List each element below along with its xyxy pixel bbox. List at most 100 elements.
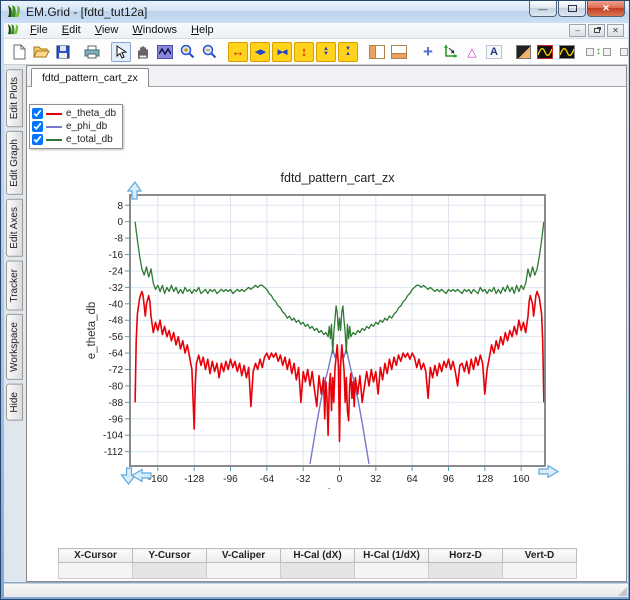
chart-title: fdtd_pattern_cart_zx [281,171,396,185]
legend-checkbox[interactable] [32,134,43,145]
y-tick-label: -48 [109,316,124,327]
horizontal-spacing-control[interactable]: ↔ [620,46,628,57]
sidebar-tab-edit-graph[interactable]: Edit Graph [6,131,23,196]
text-annotation-button[interactable]: A [484,42,504,62]
expand-horizontal-button[interactable]: ↔ [228,41,248,62]
series-e_total_db [134,221,545,354]
mdi-minimize-button[interactable]: – [569,24,586,37]
cursor-value [58,562,133,579]
legend-swatch [46,138,62,141]
menu-view[interactable]: View [94,24,119,36]
vertical-spacing-control[interactable]: ↕ [586,46,611,57]
maximize-button[interactable] [558,1,586,17]
sidebar-tab-edit-plots[interactable]: Edit Plots [6,69,23,128]
fit-vertical-button[interactable]: ▼ ▲ [338,41,358,62]
crosshair-cursor-button[interactable]: + [423,41,433,61]
plot-canvas[interactable]: e_theta_db e_phi_db e_total_db -160 -128-… [27,87,626,581]
y-tick-label: 0 [117,217,123,228]
menu-file[interactable]: File [30,24,48,36]
pan-down-icon[interactable] [120,467,137,485]
plot-frame [129,194,546,467]
sidebar-tab-hide[interactable]: Hide [6,384,23,421]
legend-swatch [46,125,62,128]
y-axis-label: e_theta_db [86,302,98,360]
cursor-value [354,562,429,579]
restore-icon [593,28,600,33]
split-horizontal-button[interactable] [389,42,409,62]
legend-checkbox[interactable] [32,121,43,132]
x-tick-label: -96 [223,474,238,485]
mdi-close-button[interactable]: ✕ [607,24,624,37]
fit-vertical-icon: ▼ ▲ [345,45,351,57]
legend-row: e_phi_db [32,120,116,133]
cursor-header: V-Caliper [206,548,281,563]
fit-horizontal-button[interactable]: ▶◀ [272,41,292,62]
plot-tab-bar: fdtd_pattern_cart_zx [27,66,626,87]
x-tick-label: -32 [296,474,311,485]
plot-tab-active[interactable]: fdtd_pattern_cart_zx [31,68,149,87]
pan-left-icon[interactable] [130,468,152,483]
y-tick-label: -32 [109,283,124,294]
vertical-spacing-checkbox-left[interactable] [586,47,594,56]
caliper-button[interactable]: △ [467,44,477,59]
x-tick-label: 160 [513,474,530,485]
open-file-button[interactable] [31,42,51,62]
y-tick-label: -64 [109,349,124,360]
sidebar-tab-tracker[interactable]: Tracker [6,260,23,311]
y-tick-label: -72 [109,365,124,376]
sidebar: Edit Plots Edit Graph Edit Axes Tracker … [4,67,26,584]
print-button[interactable] [82,42,102,62]
pan-right-icon[interactable] [538,464,560,479]
close-button[interactable]: ✕ [587,1,625,17]
save-button[interactable] [53,42,73,62]
sidebar-tab-edit-axes[interactable]: Edit Axes [6,199,23,257]
new-document-button[interactable] [9,42,29,62]
minimize-button[interactable]: — [529,1,557,17]
axes-tracker-button[interactable] [440,42,460,62]
horizontal-spacing-checkbox-left[interactable] [620,47,628,56]
menu-windows[interactable]: Windows [132,24,178,36]
status-bar [4,583,628,597]
vertical-spacing-checkbox-right[interactable] [603,47,611,56]
cursor-header: Horz-D [428,548,503,563]
active-curve-plot-button[interactable] [535,42,555,62]
legend-checkbox[interactable] [32,108,43,119]
resize-grip-icon[interactable] [618,587,627,596]
curve-plot-icon [559,44,575,59]
y-tick-label: -16 [109,250,124,261]
pan-hand-button[interactable] [133,42,153,62]
active-curve-plot-icon [537,44,553,59]
chart-svg[interactable]: -160 -128 -96 -64 -32 0 32 64 96 128 160 8 0 -8 -16 -24… [82,169,562,489]
split-vertical-icon [369,44,385,59]
toolbar: ↔ ◀ ▶ ▶◀ ↕ ▲▼ ▼▲ + △ A ↕ ↔ Layout [4,39,628,65]
curve-plot-button[interactable] [557,42,577,62]
split-vertical-button[interactable] [367,42,387,62]
shrink-horizontal-button[interactable]: ◀ ▶ [250,41,270,62]
mdi-restore-button[interactable] [588,24,605,37]
select-pointer-button[interactable] [111,41,131,62]
expand-vertical-button[interactable]: ↕ [294,41,314,62]
maximize-icon [567,5,577,12]
document-logo-icon [7,23,19,38]
legend-swatch [46,112,62,115]
y-tick-label: -40 [109,299,124,310]
menu-edit[interactable]: Edit [61,24,81,36]
cursor-header: Vert-D [502,548,577,563]
zoom-out-button[interactable] [199,42,219,62]
split-horizontal-icon [391,44,407,59]
image-plot-button[interactable] [513,42,533,62]
x-tick-label: 96 [443,474,455,485]
zoom-in-button[interactable] [177,42,197,62]
zoom-window-button[interactable] [155,42,175,62]
pan-up-icon[interactable] [126,180,143,200]
menu-bar: File Edit View Windows Help – ✕ [4,23,628,39]
y-tick-label: -112 [104,447,124,458]
shrink-vertical-button[interactable]: ▲ ▼ [316,41,336,62]
menu-help[interactable]: Help [191,24,214,36]
y-tick-label: -104 [103,431,123,442]
sidebar-tab-workspace[interactable]: Workspace [6,314,23,381]
image-plot-icon [515,44,531,59]
title-bar[interactable]: EM.Grid - [fdtd_tut12a] — ✕ [1,1,629,23]
x-tick-label: 32 [370,474,382,485]
